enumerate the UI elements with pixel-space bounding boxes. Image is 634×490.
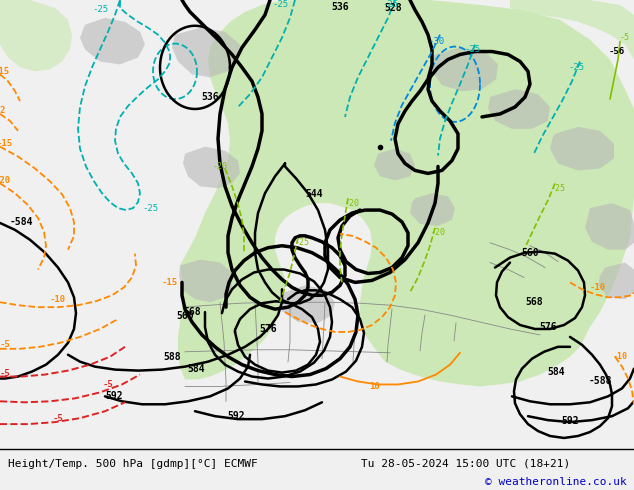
Text: -25: -25	[295, 238, 309, 247]
Text: 576: 576	[539, 322, 557, 332]
Text: -10: -10	[50, 295, 66, 304]
Text: 592: 592	[561, 416, 579, 426]
Text: -5: -5	[53, 414, 63, 423]
Polygon shape	[550, 127, 614, 171]
Polygon shape	[510, 0, 634, 59]
Text: -56: -56	[609, 47, 625, 56]
Text: 576: 576	[259, 324, 277, 334]
Text: 536: 536	[201, 92, 219, 102]
Polygon shape	[0, 0, 72, 72]
Text: -5: -5	[0, 341, 10, 349]
Polygon shape	[80, 18, 145, 64]
Text: Tu 28-05-2024 15:00 UTC (18+21): Tu 28-05-2024 15:00 UTC (18+21)	[361, 459, 571, 468]
Text: 568: 568	[525, 297, 543, 307]
Polygon shape	[172, 28, 240, 77]
Text: © weatheronline.co.uk: © weatheronline.co.uk	[484, 477, 626, 487]
Text: 584: 584	[547, 367, 565, 377]
Polygon shape	[179, 260, 232, 302]
Text: 536: 536	[331, 2, 349, 12]
Text: 588: 588	[163, 352, 181, 362]
Polygon shape	[374, 148, 415, 180]
Text: -25: -25	[142, 203, 158, 213]
Polygon shape	[598, 263, 634, 299]
Text: 592: 592	[105, 392, 123, 401]
Text: -5: -5	[620, 33, 630, 42]
Text: 544: 544	[305, 189, 323, 199]
Polygon shape	[280, 285, 335, 323]
Polygon shape	[183, 147, 240, 188]
Text: 10: 10	[370, 382, 380, 391]
Text: -10: -10	[612, 352, 628, 361]
Text: 528: 528	[384, 3, 402, 13]
Text: -584: -584	[10, 217, 34, 227]
Text: -5: -5	[103, 380, 113, 389]
Text: -30: -30	[428, 37, 444, 46]
Polygon shape	[585, 203, 634, 250]
Text: -10: -10	[590, 283, 606, 292]
Text: 584: 584	[187, 364, 205, 373]
Text: 568: 568	[183, 307, 201, 317]
Text: -20: -20	[344, 198, 359, 208]
Polygon shape	[432, 48, 498, 91]
Text: -588: -588	[588, 376, 612, 387]
Text: -15: -15	[162, 278, 178, 287]
Text: 560: 560	[176, 311, 194, 321]
Polygon shape	[488, 89, 550, 129]
Text: -20: -20	[212, 162, 228, 171]
Text: -20: -20	[430, 228, 446, 237]
Text: -25: -25	[568, 63, 584, 72]
Text: -25: -25	[382, 0, 398, 9]
Text: -5: -5	[0, 369, 10, 378]
Text: -25: -25	[464, 45, 480, 54]
Text: -15: -15	[0, 139, 13, 148]
Text: 592: 592	[227, 411, 245, 421]
Text: -25: -25	[272, 0, 288, 9]
Text: -25: -25	[550, 184, 566, 193]
Polygon shape	[410, 193, 455, 226]
Text: -25: -25	[92, 5, 108, 14]
Text: Height/Temp. 500 hPa [gdmp][°C] ECMWF: Height/Temp. 500 hPa [gdmp][°C] ECMWF	[8, 459, 257, 468]
Text: 560: 560	[521, 247, 539, 258]
Text: -20: -20	[0, 176, 11, 185]
Text: 2: 2	[0, 106, 4, 116]
Text: -15: -15	[0, 67, 10, 76]
Polygon shape	[178, 0, 634, 387]
